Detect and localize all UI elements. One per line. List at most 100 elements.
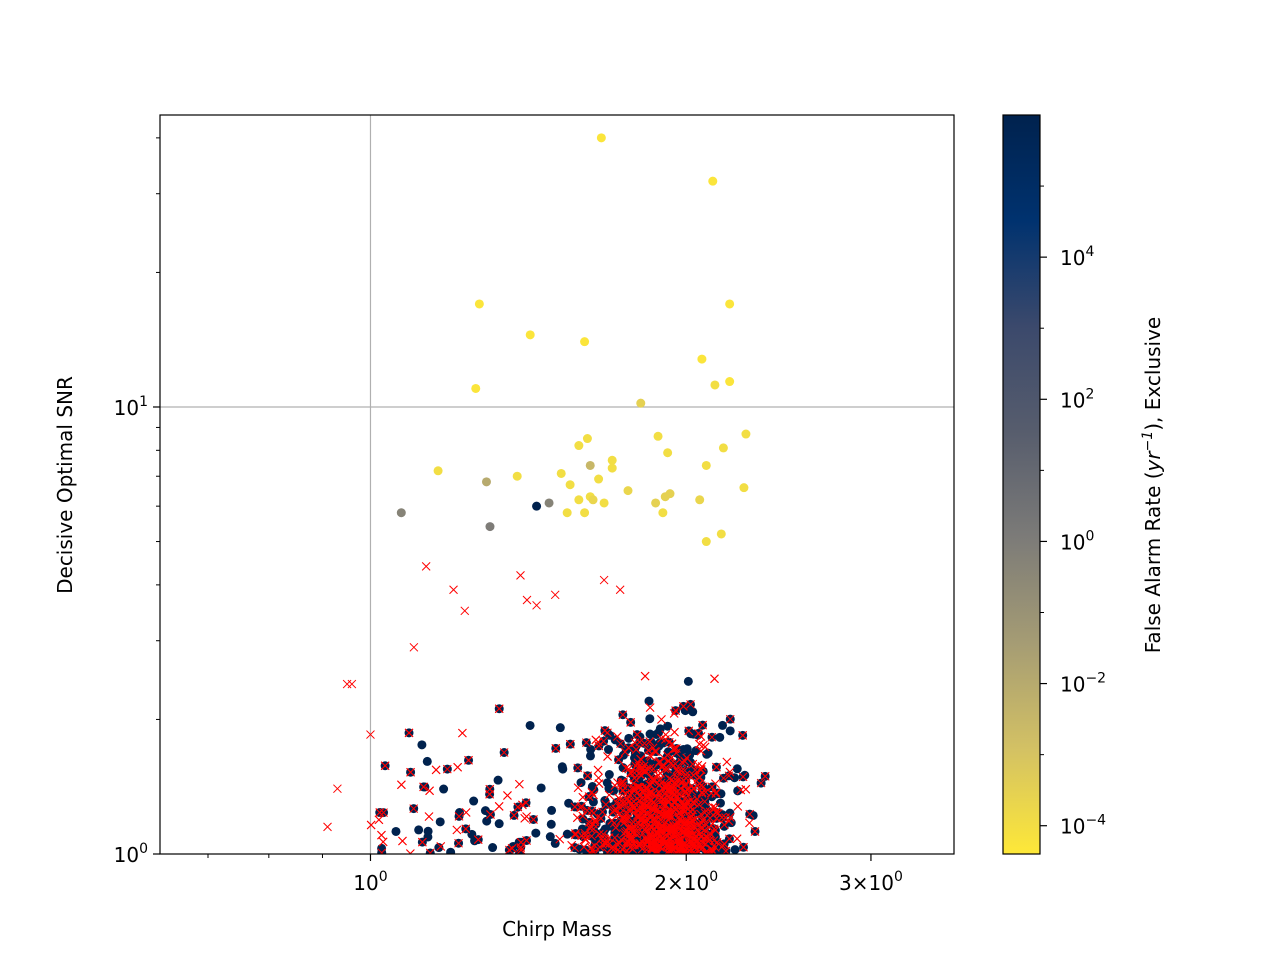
cross-point bbox=[698, 720, 707, 730]
cross-point bbox=[643, 836, 653, 846]
cross-point bbox=[644, 746, 653, 755]
data-point bbox=[702, 749, 712, 759]
cross-point bbox=[664, 756, 674, 766]
cross-point bbox=[721, 813, 730, 822]
cross-point bbox=[617, 778, 626, 787]
cross-point bbox=[633, 813, 643, 823]
cross-point bbox=[639, 817, 649, 827]
cross-point bbox=[616, 739, 625, 749]
cross-point bbox=[624, 822, 634, 832]
cross-point bbox=[589, 790, 598, 800]
data-point bbox=[739, 483, 749, 493]
cross-point bbox=[515, 779, 524, 789]
cross-point bbox=[587, 831, 596, 841]
data-point bbox=[471, 383, 481, 393]
cross-point bbox=[677, 827, 687, 837]
cross-point bbox=[618, 710, 628, 720]
cross-point bbox=[722, 757, 732, 767]
cross-point bbox=[705, 835, 714, 845]
cross-point bbox=[698, 782, 708, 792]
data-point bbox=[485, 522, 495, 532]
x-axis-label: Chirp Mass bbox=[502, 917, 612, 941]
cross-point bbox=[697, 818, 706, 828]
data-point bbox=[607, 455, 617, 465]
cross-point bbox=[634, 840, 643, 850]
cross-point bbox=[621, 814, 630, 824]
data-point bbox=[725, 726, 735, 736]
cross-point bbox=[711, 807, 721, 817]
cross-point bbox=[342, 679, 352, 689]
cross-point bbox=[436, 842, 446, 851]
data-point bbox=[732, 764, 742, 774]
data-point bbox=[718, 443, 728, 453]
cross-point bbox=[406, 767, 415, 777]
data-point bbox=[532, 501, 542, 511]
data-point bbox=[651, 498, 661, 508]
cross-point bbox=[639, 799, 649, 809]
cross-point bbox=[611, 823, 621, 833]
y-axis-label: Decisive Optimal SNR bbox=[53, 376, 77, 594]
cross-point bbox=[648, 743, 658, 753]
cross-point bbox=[379, 808, 388, 817]
data-point bbox=[701, 460, 711, 470]
data-point bbox=[730, 845, 740, 854]
cross-point bbox=[652, 834, 661, 844]
cross-point bbox=[695, 739, 704, 749]
cross-point bbox=[612, 839, 622, 849]
cross-point bbox=[741, 784, 751, 794]
data-point bbox=[710, 380, 720, 390]
cross-point bbox=[645, 763, 655, 773]
data-point bbox=[725, 377, 735, 387]
cross-point bbox=[626, 718, 636, 727]
cross-point bbox=[667, 825, 676, 835]
colorbar-tick-label: 104 bbox=[1060, 244, 1094, 270]
cross-point bbox=[700, 797, 710, 806]
data-point bbox=[594, 474, 604, 484]
cross-point bbox=[696, 732, 706, 741]
cross-point bbox=[738, 772, 748, 782]
cross-point bbox=[630, 738, 640, 748]
cross-point bbox=[640, 739, 649, 748]
cross-point bbox=[675, 838, 684, 848]
cross-point bbox=[673, 836, 683, 845]
cross-point bbox=[618, 777, 628, 787]
cross-point bbox=[691, 831, 701, 841]
cross-point bbox=[522, 812, 531, 821]
cross-point bbox=[661, 783, 671, 792]
data-point bbox=[396, 508, 406, 518]
data-point bbox=[547, 805, 557, 815]
cross-point bbox=[671, 759, 680, 769]
cross-point bbox=[633, 806, 643, 815]
cross-point bbox=[635, 820, 645, 830]
data-point bbox=[417, 740, 427, 750]
data-point bbox=[660, 492, 670, 502]
cross-point bbox=[684, 726, 694, 736]
cross-point bbox=[655, 790, 665, 800]
cross-point bbox=[620, 817, 629, 827]
data-point bbox=[585, 460, 595, 470]
data-point bbox=[688, 707, 698, 717]
cross-point bbox=[725, 714, 735, 724]
colorbar-tick-label: 100 bbox=[1060, 528, 1094, 554]
cross-point bbox=[452, 825, 462, 835]
cross-point bbox=[664, 737, 674, 747]
cross-point bbox=[636, 754, 645, 764]
data-point bbox=[585, 751, 595, 761]
data-point bbox=[678, 745, 688, 755]
cross-point bbox=[460, 606, 470, 616]
data-point bbox=[636, 398, 646, 408]
cross-point bbox=[485, 789, 494, 799]
y-tick-label: 101 bbox=[114, 394, 148, 420]
data-point bbox=[425, 848, 435, 854]
cross-point bbox=[711, 779, 720, 789]
data-point bbox=[481, 477, 491, 487]
data-point bbox=[488, 843, 498, 853]
data-point bbox=[525, 720, 535, 730]
data-point bbox=[715, 732, 725, 742]
cross-point bbox=[645, 751, 655, 760]
cross-point bbox=[711, 789, 721, 798]
cross-point bbox=[570, 830, 580, 840]
cross-point bbox=[664, 796, 673, 806]
cross-point bbox=[713, 808, 723, 818]
cross-point bbox=[681, 802, 690, 812]
